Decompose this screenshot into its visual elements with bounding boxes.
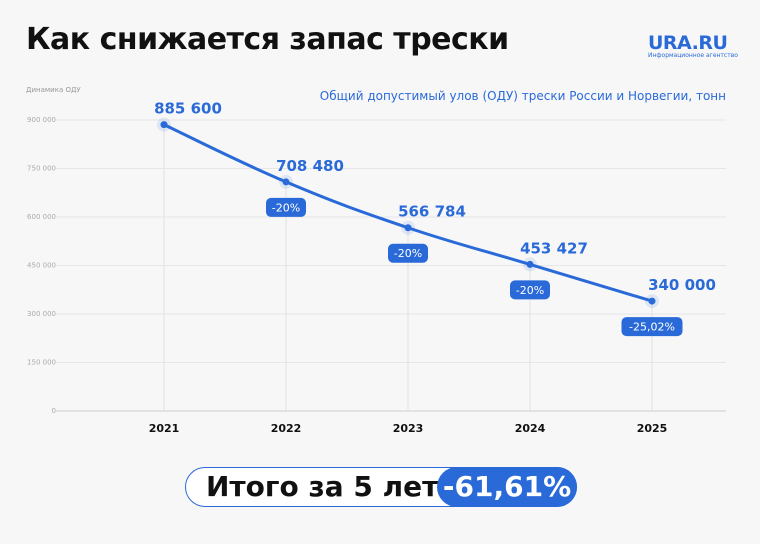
y-tick-label: 300 000 <box>27 310 56 318</box>
y-tick-label: 600 000 <box>27 213 56 221</box>
data-point <box>282 178 290 186</box>
logo-text: URA.RU <box>648 32 728 54</box>
change-badge <box>510 280 550 300</box>
data-point <box>404 224 412 232</box>
data-label: 566 784 <box>398 203 466 221</box>
summary-value: -61,61% <box>437 467 577 507</box>
y-tick-label: 900 000 <box>27 116 56 124</box>
chart-title: Общий допустимый улов (ОДУ) трески Росси… <box>319 89 726 103</box>
change-badge <box>621 317 683 337</box>
data-label: 708 480 <box>276 157 344 175</box>
data-point <box>526 260 534 268</box>
y-tick-label: 150 000 <box>27 359 56 367</box>
change-label: -20% <box>516 284 544 297</box>
page-title: Как снижается запас трески <box>26 22 509 57</box>
x-tick-label: 2021 <box>149 422 180 435</box>
y-tick-label: 750 000 <box>27 165 56 173</box>
x-tick-label: 2025 <box>637 422 668 435</box>
y-tick-label: 450 000 <box>27 262 56 270</box>
summary-box: Итого за 5 лет -61,61% <box>185 467 577 507</box>
logo-tagline: Информационное агентство <box>648 52 738 59</box>
summary-label: Итого за 5 лет <box>206 470 439 503</box>
data-label: 885 600 <box>154 100 222 118</box>
change-badge <box>266 197 306 217</box>
data-label: 453 427 <box>520 239 588 257</box>
logo: URA.RU Информационное агентство <box>648 32 738 60</box>
data-point <box>648 297 656 305</box>
data-label: 340 000 <box>648 276 716 294</box>
x-tick-label: 2022 <box>271 422 302 435</box>
x-tick-label: 2024 <box>515 422 546 435</box>
x-tick-label: 2023 <box>393 422 424 435</box>
change-label: -20% <box>394 247 422 260</box>
data-point <box>160 121 168 129</box>
y-axis-label: Динамика ОДУ <box>26 86 81 94</box>
change-label: -25,02% <box>629 321 675 334</box>
y-tick-label: 0 <box>52 407 56 415</box>
change-badge <box>388 243 428 263</box>
change-label: -20% <box>272 201 300 214</box>
